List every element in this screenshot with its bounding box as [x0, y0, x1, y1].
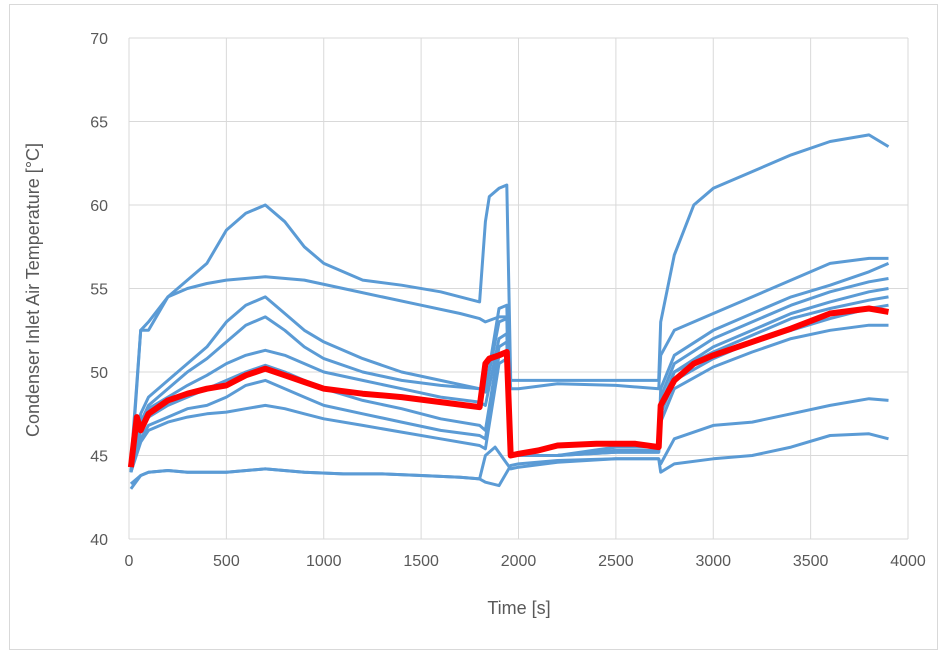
x-tick-label: 3500 — [793, 553, 829, 570]
chart-frame — [9, 4, 938, 650]
series-line-7 — [129, 303, 889, 473]
series-line-10 — [129, 397, 889, 490]
y-tick-label: 50 — [90, 365, 108, 382]
y-tick-label: 70 — [90, 31, 108, 48]
y-tick-label: 55 — [90, 282, 108, 299]
grid-lines — [128, 37, 909, 540]
y-tick-labels: 40 45 50 55 60 65 70 — [90, 31, 108, 549]
x-tick-label: 4000 — [890, 553, 926, 570]
series-line-2 — [129, 256, 889, 473]
x-tick-labels: 0 500 1000 1500 2000 2500 3000 3500 4000 — [125, 553, 926, 570]
highlight-series-line — [127, 305, 890, 468]
series-line-8 — [129, 323, 889, 473]
y-tick-label: 40 — [90, 532, 108, 549]
x-axis-title: Time [s] — [487, 598, 550, 618]
y-axis-title: Condenser Inlet Air Temperature [°C] — [23, 143, 43, 437]
x-tick-label: 1500 — [403, 553, 439, 570]
x-tick-label: 2000 — [501, 553, 537, 570]
series-lines — [127, 133, 890, 490]
x-tick-label: 500 — [213, 553, 240, 570]
y-tick-label: 65 — [90, 115, 108, 132]
x-tick-label: 0 — [125, 553, 134, 570]
y-tick-label: 60 — [90, 198, 108, 215]
y-tick-label: 45 — [90, 449, 108, 466]
x-tick-label: 2500 — [598, 553, 634, 570]
x-tick-label: 3000 — [695, 553, 731, 570]
series-line-1 — [129, 133, 890, 465]
x-tick-label: 1000 — [306, 553, 342, 570]
